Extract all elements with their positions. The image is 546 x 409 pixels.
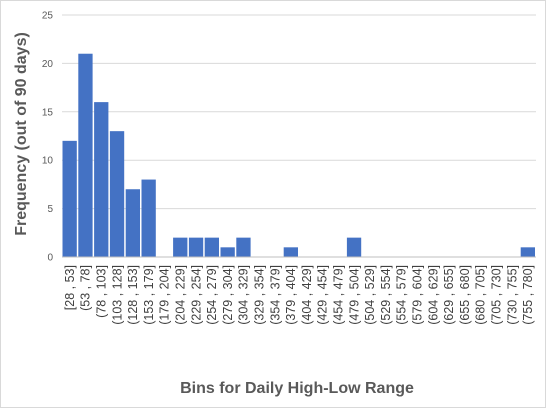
bar [78,53,93,257]
x-tick-label: (655 , 680] [458,265,472,325]
y-tick-label: 5 [47,204,53,215]
bar [109,131,125,257]
y-tick-label: 10 [42,156,54,167]
x-tick-label: (304 , 329] [237,265,251,325]
bar [141,179,156,257]
bar [125,189,140,257]
bar [173,237,188,257]
x-tick-label: (554 , 579] [395,265,409,325]
x-tick-label: (179 , 204] [158,265,172,325]
x-tick-label: (279 , 304] [221,265,235,325]
x-tick-label: (354 , 379] [268,265,282,325]
x-tick-label: (153 , 179] [142,265,156,325]
x-tick-label: (404 , 429] [300,265,314,325]
bar [188,237,204,257]
y-tick-label: 20 [42,59,54,70]
bar [520,247,535,257]
x-tick-label: (103 , 128] [110,265,124,325]
x-tick-label: (454 , 479] [332,265,346,325]
bar [346,237,362,257]
bar [236,237,251,257]
x-tick-label: (53 , 78] [79,265,93,311]
bar [94,102,109,258]
x-tick-label: (429 , 454] [316,265,330,325]
x-tick-label: (229 , 254] [189,265,203,325]
x-tick-label: (329 , 354] [253,265,267,325]
bars [62,53,535,258]
x-tick-label: (705 , 730] [490,265,504,325]
y-tick-label: 0 [47,253,53,264]
x-tick-label: (579 , 604] [411,265,425,325]
y-tick-label: 15 [42,107,54,118]
x-tick-label: (254 , 279] [205,265,219,325]
x-tick-label: (755 , 780] [521,265,535,325]
x-tick-label: (204 , 229] [174,265,188,325]
bar [204,237,219,257]
x-tick-label: [28 , 53] [63,265,77,310]
y-tick-labels: 0 5 10 15 20 25 [42,11,54,264]
bar [62,140,77,257]
x-tick-label: (479 , 504] [347,265,361,325]
x-tick-label: (604 , 629] [426,265,440,325]
x-tick-label: (504 , 529] [363,265,377,325]
x-tick-label: (379 , 404] [284,265,298,325]
gridlines [62,14,536,210]
x-tick-label: (730 , 755] [505,265,519,325]
x-tick-label: (78 , 103] [95,265,109,318]
x-axis-title: Bins for Daily High-Low Range [180,380,414,397]
bar [283,247,298,257]
x-tick-label: (680 , 705] [474,265,488,325]
bar [220,247,235,257]
x-tick-labels: [28 , 53] (53 , 78] (78 , 103] (103 , 128](… [63,265,535,325]
x-tick-label: (529 , 554] [379,265,393,325]
y-tick-label: 25 [42,11,54,22]
x-tick-label: (128 , 153] [126,265,140,325]
x-tick-label: (629 , 655] [442,265,456,325]
y-axis-title: Frequency (out of 90 days) [13,32,30,236]
